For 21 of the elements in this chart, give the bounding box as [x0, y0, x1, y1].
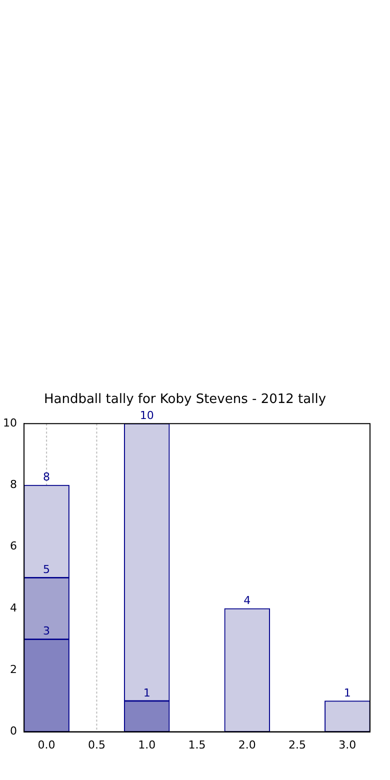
- x-tick-label: 0.5: [88, 738, 106, 752]
- x-tick-label: 2.0: [238, 738, 256, 752]
- annotation: 1: [344, 686, 351, 700]
- x-tick-label: 1.5: [188, 738, 206, 752]
- annotation: 4: [244, 594, 251, 607]
- annotation: 10: [140, 408, 154, 422]
- y-tick-label: 4: [10, 601, 17, 614]
- y-tick-label: 6: [10, 540, 17, 553]
- x-tick-label: 1.0: [138, 738, 156, 752]
- x-tick-label: 0.0: [38, 738, 56, 752]
- y-tick-label: 0: [10, 724, 17, 738]
- y-tick-label: 10: [2, 416, 17, 430]
- chart-title: Handball tally for Koby Stevens - 2012 tally: [44, 392, 326, 408]
- annotation: 1: [143, 686, 150, 700]
- annotation: 3: [43, 624, 50, 638]
- x-tick-label: 2.5: [288, 738, 306, 752]
- x-tick-label: 3.0: [338, 738, 356, 752]
- y-tick-label: 2: [10, 663, 17, 676]
- y-tick-label: 8: [10, 478, 17, 492]
- annotation: 8: [43, 470, 50, 484]
- annotation: 5: [43, 563, 50, 576]
